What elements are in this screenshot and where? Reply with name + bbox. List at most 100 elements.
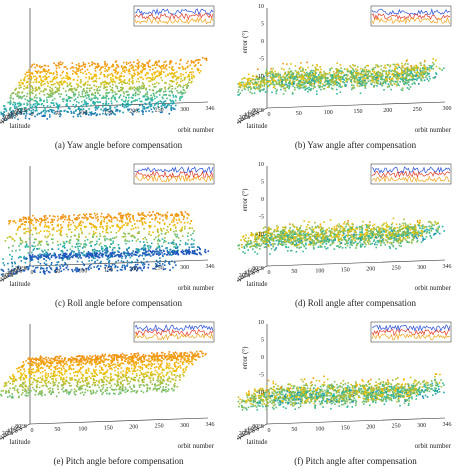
surface-point (163, 106, 166, 108)
surface-point (186, 75, 189, 78)
surface-point (409, 231, 412, 234)
surface-point (275, 76, 278, 78)
surface-point (34, 115, 36, 118)
surface-point (319, 66, 321, 68)
surface-point (116, 266, 119, 268)
surface-point (339, 76, 342, 79)
surface-point (94, 67, 96, 70)
surface-point (142, 66, 144, 69)
surface-point (142, 113, 144, 115)
surface-point (78, 236, 80, 239)
surface-point (267, 80, 269, 82)
surface-point (116, 63, 118, 66)
surface-point (392, 78, 394, 80)
surface-point (247, 73, 250, 76)
surface-point (92, 255, 94, 258)
surface-point (3, 111, 5, 113)
surface-point (109, 106, 111, 108)
surface-point (128, 108, 131, 111)
surface-point (110, 102, 113, 105)
surface-point (67, 78, 70, 80)
surface-point (51, 90, 53, 93)
surface-point (270, 82, 272, 84)
surface-point (144, 67, 146, 70)
surface-point (184, 250, 186, 252)
surface-point (2, 113, 4, 115)
surface-point (67, 77, 69, 79)
surface-point (112, 90, 114, 92)
surface-point (33, 217, 36, 220)
surface-point (303, 71, 305, 74)
plot-d: 05010015020025030034680°S60°S40°S20°S0°2… (229, 162, 452, 292)
surface-point (343, 236, 345, 239)
surface-point (157, 238, 160, 241)
surface-point (137, 267, 140, 269)
surface-point (50, 254, 53, 257)
surface-point (412, 67, 414, 70)
surface-point (43, 230, 46, 232)
surface-point (96, 101, 98, 103)
surface-point (180, 77, 182, 80)
surface-point (192, 243, 195, 245)
surface-point (411, 68, 413, 70)
surface-point (171, 91, 173, 94)
surface-point (154, 217, 157, 220)
surface-point (60, 93, 63, 95)
surface-point (379, 81, 382, 83)
surface-point (145, 215, 147, 218)
surface-point (75, 267, 77, 269)
surface-point (28, 90, 31, 93)
surface-point (47, 82, 49, 85)
surface-point (131, 239, 134, 242)
surface-point (61, 71, 64, 74)
surface-point (428, 68, 430, 70)
surface-point (258, 87, 261, 90)
surface-point (134, 268, 136, 270)
surface-point (196, 253, 198, 256)
y-tick-label: 80°S (15, 107, 27, 114)
surface-point (388, 84, 391, 87)
surface-point (48, 230, 50, 233)
surface-point (110, 239, 112, 241)
surface-point (88, 96, 90, 98)
surface-point (146, 260, 148, 263)
z-tick-label: 10 (258, 4, 264, 10)
surface-point (84, 243, 87, 245)
surface-point (76, 267, 79, 269)
surface-point (151, 89, 154, 91)
surface-point (345, 84, 347, 86)
surface-point (10, 258, 13, 260)
surface-point (87, 267, 89, 270)
surface-point (109, 238, 112, 240)
surface-point (71, 88, 74, 90)
surface-point (96, 113, 98, 116)
surface-point (271, 79, 273, 81)
surface-point (122, 111, 124, 114)
surface-point (67, 107, 70, 110)
surface-point (140, 248, 142, 251)
surface-point (61, 215, 63, 218)
surface-point (395, 77, 398, 80)
x-tick-label: 346 (206, 264, 215, 270)
surface-point (13, 101, 15, 104)
surface-point (77, 239, 80, 242)
surface-point (406, 74, 409, 76)
surface-point (135, 250, 137, 253)
surface-point (35, 86, 37, 89)
surface-point (155, 103, 157, 105)
surface-point (82, 72, 84, 74)
surface-point (125, 214, 128, 216)
surface-point (19, 84, 22, 86)
surface-point (112, 83, 114, 86)
surface-point (262, 240, 265, 242)
surface-point (265, 70, 268, 73)
surface-point (97, 216, 99, 218)
surface-point (113, 113, 115, 115)
surface-point (26, 95, 28, 98)
surface-point (324, 77, 327, 79)
surface-point (52, 73, 54, 75)
surface-point (375, 73, 377, 75)
surface-point (251, 92, 253, 95)
surface-point (138, 231, 140, 233)
surface-point (155, 60, 157, 63)
